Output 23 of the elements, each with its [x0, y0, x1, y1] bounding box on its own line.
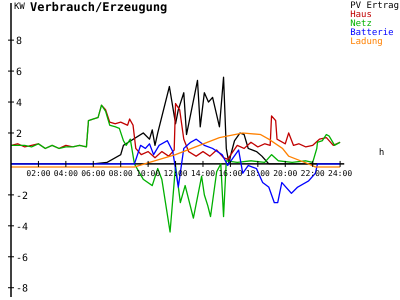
x-tick-label: 24:00 [328, 168, 352, 178]
x-axis-title: h [378, 148, 384, 158]
text: PV Ertrag [350, 1, 399, 11]
y-tick-label: 4 [16, 98, 22, 110]
y-tick-label: -2 [16, 190, 28, 202]
x-tick-label: 20:00 [273, 168, 298, 178]
x-tick-label: 14:00 [190, 168, 216, 178]
text: Ladung [350, 37, 384, 47]
x-tick-label: 06:00 [81, 168, 106, 178]
text: Batterie [350, 28, 395, 38]
y-tick-label: 2 [16, 128, 22, 140]
chart-title: Verbrauch/Erzeugung [30, 0, 168, 14]
y-tick-label: 6 [16, 67, 22, 78]
text: Netz [350, 19, 372, 29]
y-tick-label: -6 [16, 252, 28, 264]
x-tick-label: 08:00 [108, 168, 133, 178]
y-tick-label: -4 [16, 222, 28, 233]
text: Haus [350, 10, 373, 20]
y-axis-title: KW [14, 2, 25, 12]
y-tick-label: -8 [16, 284, 28, 295]
y-tick-label: 8 [16, 36, 22, 48]
x-tick-label: 02:00 [26, 168, 51, 178]
x-tick-label: 04:00 [54, 168, 78, 178]
